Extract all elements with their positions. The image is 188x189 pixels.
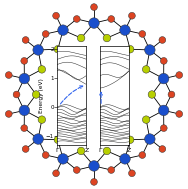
Circle shape [159, 37, 166, 43]
Circle shape [77, 147, 85, 155]
Circle shape [158, 73, 169, 84]
Circle shape [160, 57, 167, 64]
Circle shape [89, 18, 99, 28]
Circle shape [73, 167, 80, 173]
Circle shape [32, 91, 40, 98]
Circle shape [120, 154, 130, 164]
Circle shape [103, 147, 111, 155]
Circle shape [139, 152, 146, 158]
Circle shape [38, 116, 46, 123]
Circle shape [5, 111, 12, 117]
Circle shape [42, 152, 49, 158]
Circle shape [19, 73, 30, 84]
Circle shape [53, 12, 59, 19]
Circle shape [54, 46, 62, 53]
Circle shape [148, 91, 156, 98]
Circle shape [108, 167, 115, 173]
Circle shape [139, 31, 146, 37]
Circle shape [126, 46, 134, 53]
Circle shape [129, 12, 135, 19]
Circle shape [160, 125, 167, 132]
Circle shape [22, 37, 29, 43]
Circle shape [77, 34, 85, 42]
Circle shape [19, 105, 30, 116]
Circle shape [142, 66, 150, 73]
Y-axis label: Energy (eV): Energy (eV) [39, 78, 44, 113]
Circle shape [58, 154, 68, 164]
Circle shape [53, 170, 59, 177]
Circle shape [103, 34, 111, 42]
Circle shape [129, 170, 135, 177]
Circle shape [33, 134, 43, 144]
Circle shape [176, 111, 183, 117]
Circle shape [168, 91, 175, 98]
Circle shape [58, 25, 68, 35]
Circle shape [142, 116, 150, 123]
Circle shape [21, 57, 28, 64]
Circle shape [5, 72, 12, 78]
Circle shape [54, 136, 62, 143]
Circle shape [91, 179, 97, 185]
Circle shape [22, 146, 29, 152]
Circle shape [120, 25, 130, 35]
Circle shape [21, 125, 28, 132]
Circle shape [145, 45, 155, 55]
Circle shape [89, 161, 99, 171]
Circle shape [38, 66, 46, 73]
Circle shape [159, 146, 166, 152]
Circle shape [73, 16, 80, 22]
Circle shape [13, 91, 20, 98]
Circle shape [108, 16, 115, 22]
Circle shape [158, 105, 169, 116]
Circle shape [91, 4, 97, 10]
Circle shape [33, 45, 43, 55]
Circle shape [126, 136, 134, 143]
Circle shape [42, 31, 49, 37]
Circle shape [145, 134, 155, 144]
Circle shape [176, 72, 183, 78]
